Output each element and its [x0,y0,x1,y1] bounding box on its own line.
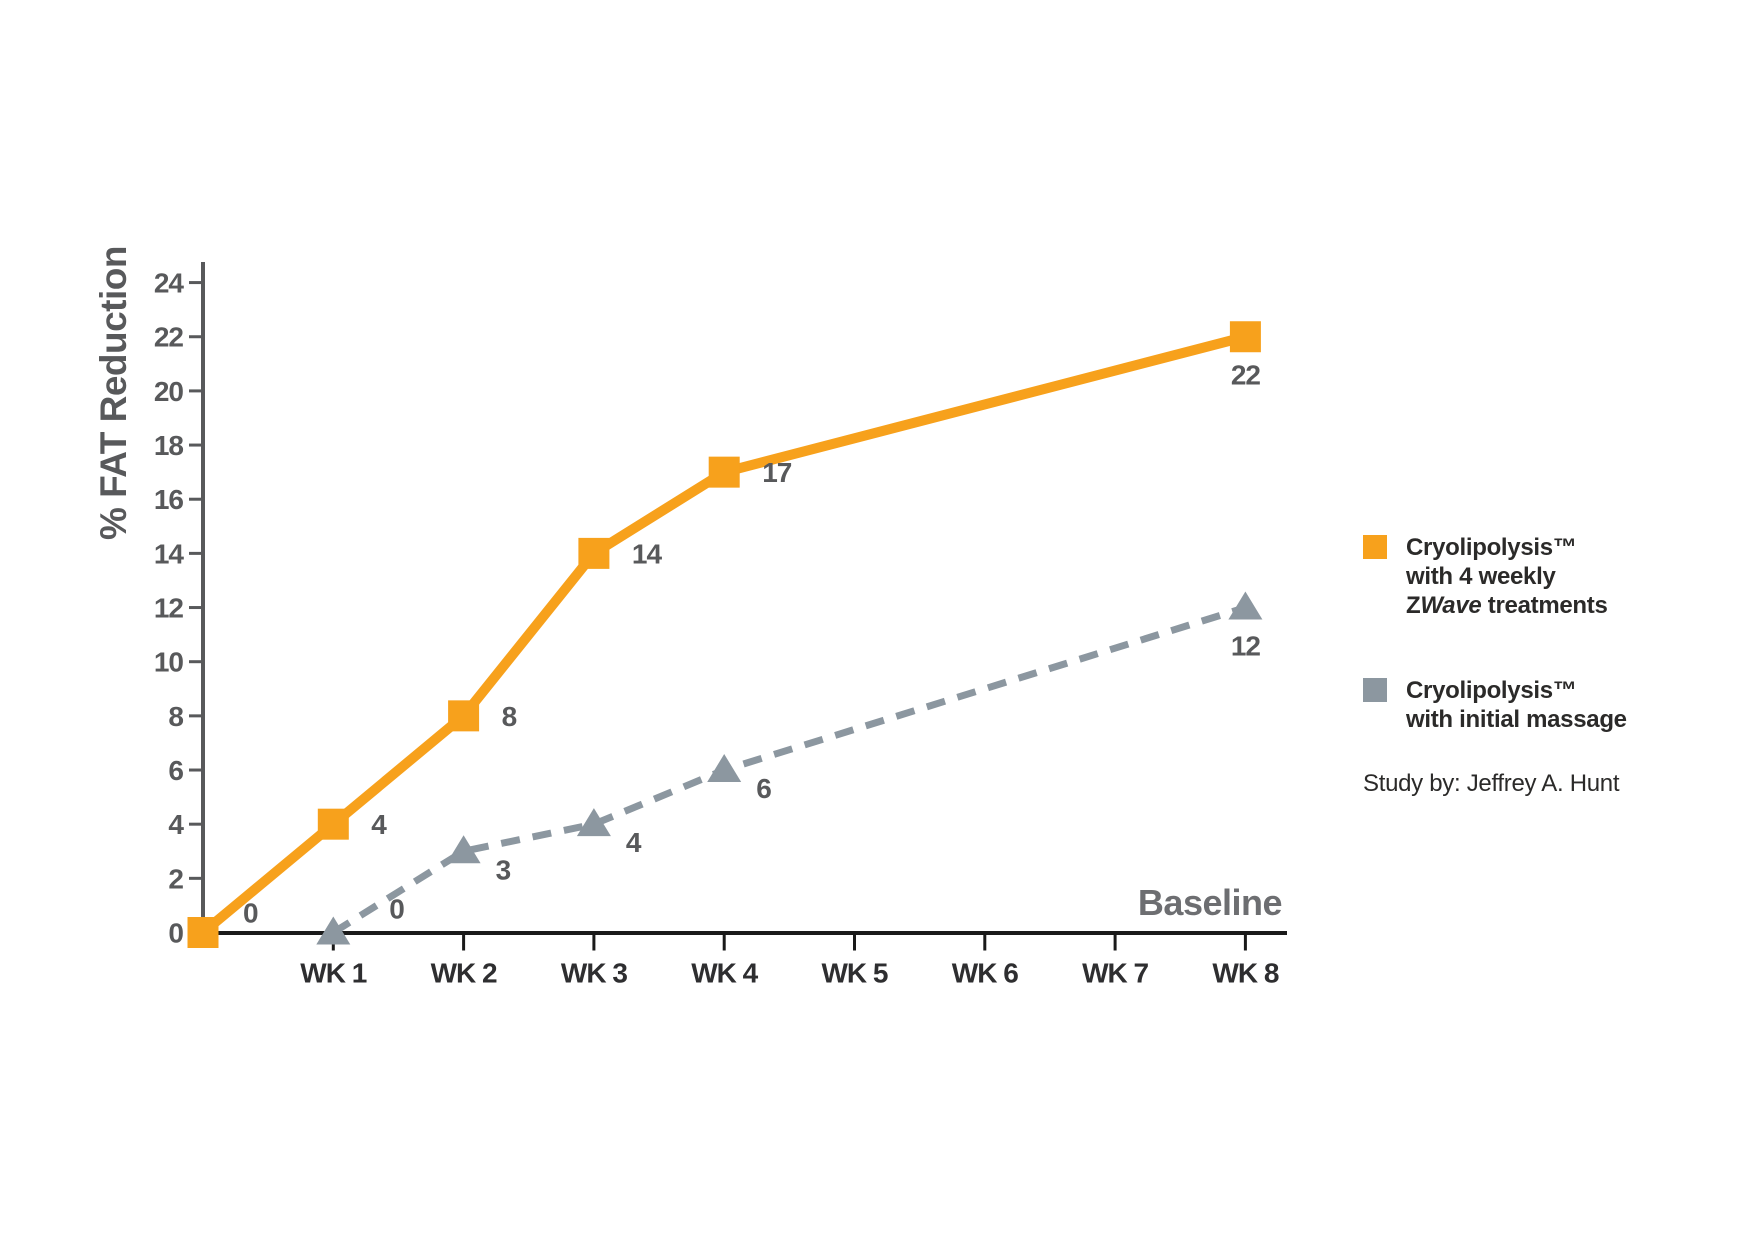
x-tick-label: WK 7 [1082,958,1148,989]
point-label: 0 [389,894,404,925]
y-axis-title: % FAT Reduction [93,246,134,540]
x-tick-label: WK 5 [822,958,888,989]
point-label: 12 [1231,631,1261,662]
legend-item-zwave: Cryolipolysis™ with 4 weekly ZWave treat… [1363,533,1723,620]
y-tick-label: 2 [168,863,183,894]
series-line-1 [331,604,1247,936]
data-point-marker [1228,591,1263,620]
y-tick-label: 12 [154,593,184,624]
point-label: 6 [756,773,771,804]
legend-swatch-zwave-icon [1363,535,1387,559]
point-label: 8 [502,701,517,732]
data-point-marker [316,916,351,945]
data-point-marker [708,456,740,488]
legend-item-massage: Cryolipolysis™ with initial massage [1363,676,1723,734]
y-tick-label: 0 [168,918,183,949]
point-label: 14 [632,538,663,569]
legend-item-massage-label: Cryolipolysis™ with initial massage [1406,676,1627,734]
legend-line: with initial massage [1406,706,1627,733]
data-point-marker [1229,321,1261,353]
x-tick-label: WK 6 [952,958,1018,989]
data-point-marker [448,700,480,732]
y-tick-label: 16 [154,484,184,515]
x-tick-label: WK 1 [300,958,366,989]
legend-swatch-massage-icon [1363,678,1387,702]
point-label: 17 [762,457,792,488]
legend-line: Cryolipolysis™ [1406,677,1577,704]
x-tick-label: WK 3 [561,958,627,989]
series-line-0 [199,331,1247,937]
study-attribution: Study by: Jeffrey A. Hunt [1363,770,1620,797]
y-tick-label: 18 [154,430,184,461]
y-tick-label: 22 [154,322,184,353]
y-tick-label: 6 [168,755,183,786]
y-tick-label: 10 [154,647,184,678]
data-point-marker [187,917,219,948]
data-point-marker [576,808,611,837]
y-tick-label: 24 [154,268,185,299]
y-tick-label: 4 [168,809,184,840]
baseline-label: Baseline [1137,882,1283,923]
legend-line: ZWave treatments [1406,592,1608,619]
x-tick-label: WK 2 [431,958,497,989]
data-point-marker [317,808,349,840]
legend-line: Cryolipolysis™ [1406,534,1577,561]
legend-item-zwave-label: Cryolipolysis™ with 4 weekly ZWave treat… [1406,533,1608,620]
y-tick-label: 20 [154,376,184,407]
point-label: 0 [243,898,258,929]
point-label: 22 [1231,360,1261,391]
y-tick-label: 8 [168,701,183,732]
data-point-marker [578,537,610,569]
point-label: 4 [626,827,642,858]
point-label: 3 [496,854,511,885]
data-point-marker [446,835,481,864]
x-tick-label: WK 4 [691,958,758,989]
x-tick-label: WK 8 [1212,958,1278,989]
legend-line: with 4 weekly [1406,563,1556,590]
point-label: 4 [371,809,387,840]
data-point-marker [707,754,742,783]
legend: Cryolipolysis™ with 4 weekly ZWave treat… [1363,533,1723,734]
y-tick-label: 14 [154,538,185,569]
